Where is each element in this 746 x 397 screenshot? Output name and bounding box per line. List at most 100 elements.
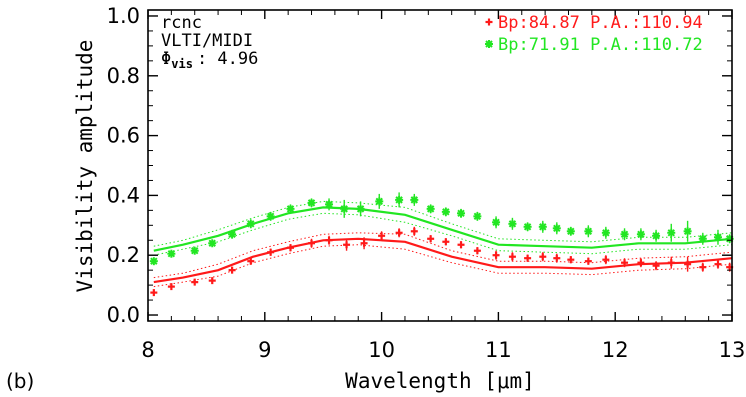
x-axis-title: Wavelength [μm] [345,369,535,393]
model-upper-red [153,232,733,279]
data-point-green [566,227,575,236]
data-point-green [508,219,517,228]
data-point-red [637,259,645,267]
marker-stroke-d2 [637,230,645,238]
marker-stroke-d2 [191,247,199,255]
marker-stroke-d2 [584,227,593,235]
marker-stroke-d2 [620,230,629,238]
marker-stroke-d2 [602,229,610,237]
marker-stroke-d2 [150,257,158,265]
data-point-green [636,230,645,239]
phi-value: : 4.96 [197,49,258,69]
data-point-green [149,257,158,266]
data-point-green [441,207,450,216]
marker-stroke-d2 [652,232,660,240]
data-point-green [523,222,532,231]
phi-vis-label: Φvis: 4.96 [161,49,258,71]
data-point-green [325,200,334,209]
marker-stroke-d2 [485,40,493,48]
data-point-green [286,204,295,213]
data-point-red [621,259,629,267]
x-tick-label: 13 [719,338,746,362]
marker-stroke-d2 [567,227,575,235]
marker-stroke-d2 [340,205,348,213]
x-tick-label: 12 [602,338,629,362]
data-point-red [150,289,158,297]
marker-stroke-d2 [508,220,517,228]
data-point-red [410,227,418,235]
legend-label-green: Bp:71.91 P.A.:110.72 [498,35,703,55]
data-point-red [684,260,692,268]
marker-stroke-d2 [539,223,547,231]
data-point-green [426,204,435,213]
data-point-red [652,262,660,270]
data-point-green [395,195,404,204]
data-point-red [378,232,386,240]
data-point-green [167,249,176,258]
data-point-red [567,256,575,264]
data-point-red [325,236,333,244]
data-layer [149,192,734,297]
x-tick-label: 8 [141,338,154,362]
data-point-green [228,230,237,239]
data-point-red [492,251,500,259]
marker-stroke-d2 [426,205,435,213]
data-point-red [167,283,175,291]
legend-marker-asterisk-green [485,40,493,48]
model-lower-red [153,244,733,288]
data-point-green [601,228,610,237]
marker-stroke-d2 [208,239,216,247]
data-point-green [307,198,316,207]
y-tick-label: 0.2 [107,243,140,267]
data-point-green [266,212,275,221]
y-tick-label: 0.4 [107,183,140,207]
y-tick-label: 0.8 [107,64,140,88]
marker-stroke-d2 [442,208,450,216]
data-point-red [699,263,707,271]
object-name-label: rcnc [161,13,202,33]
data-point-green [340,204,349,213]
data-point-green [552,224,561,233]
data-point-green [190,246,199,255]
marker-stroke-d2 [356,205,365,213]
legend-plus-glyph [485,18,493,26]
data-point-red [602,256,610,264]
data-point-green [457,209,466,218]
data-point-red [247,257,255,265]
marker-stroke-d2 [286,205,295,213]
data-point-green [713,233,722,242]
data-point-red [228,266,236,274]
data-point-red [584,257,592,265]
data-point-red [360,239,368,247]
marker-stroke-d2 [457,209,465,218]
legend: Bp:84.87 P.A.:110.94 Bp:71.91 P.A.:110.7… [485,13,703,55]
data-point-green [683,227,692,236]
data-point-green [620,230,629,239]
marker-stroke-d2 [266,212,275,221]
data-point-red [191,278,199,286]
data-point-red [442,238,450,246]
data-point-red [508,253,516,261]
marker-stroke-d2 [667,229,675,237]
data-point-red [427,235,435,243]
marker-stroke-d2 [492,218,500,227]
marker-stroke-d2 [553,224,561,233]
model-lower-green [153,212,733,256]
legend-marker-plus-red [485,18,493,26]
data-point-red [473,247,481,255]
y-tick-label: 0.0 [107,303,140,327]
data-point-red [343,241,351,249]
data-point-green [492,218,501,227]
data-point-red [553,254,561,262]
data-point-green [652,231,661,240]
data-point-green [538,222,547,231]
data-point-red [539,253,547,261]
data-point-green [410,195,419,204]
instrument-label: VLTI/MIDI [161,31,253,51]
marker-stroke-d2 [699,235,707,243]
x-tick-label: 10 [368,338,395,362]
x-tick-label: 11 [485,338,512,362]
data-point-green [698,234,707,243]
